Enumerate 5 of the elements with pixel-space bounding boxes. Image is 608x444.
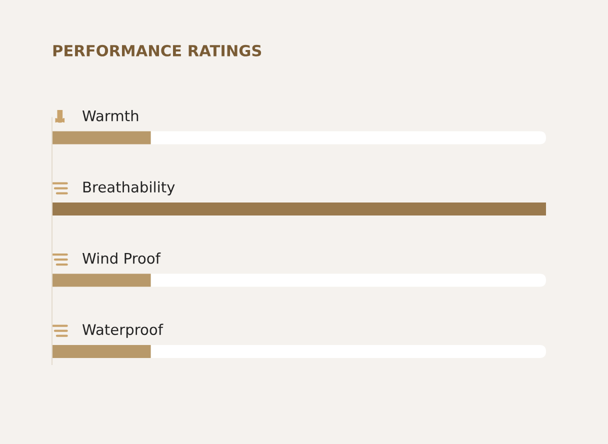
y-tick-label: Warmth: [82, 110, 138, 122]
y-tick-label: Waterproof: [82, 324, 164, 338]
y-tick-label: Breathability: [83, 181, 175, 196]
chart-title: PERFORMANCE RATINGS: [53, 44, 262, 56]
y-tick-label: Wind Proof: [82, 252, 161, 264]
